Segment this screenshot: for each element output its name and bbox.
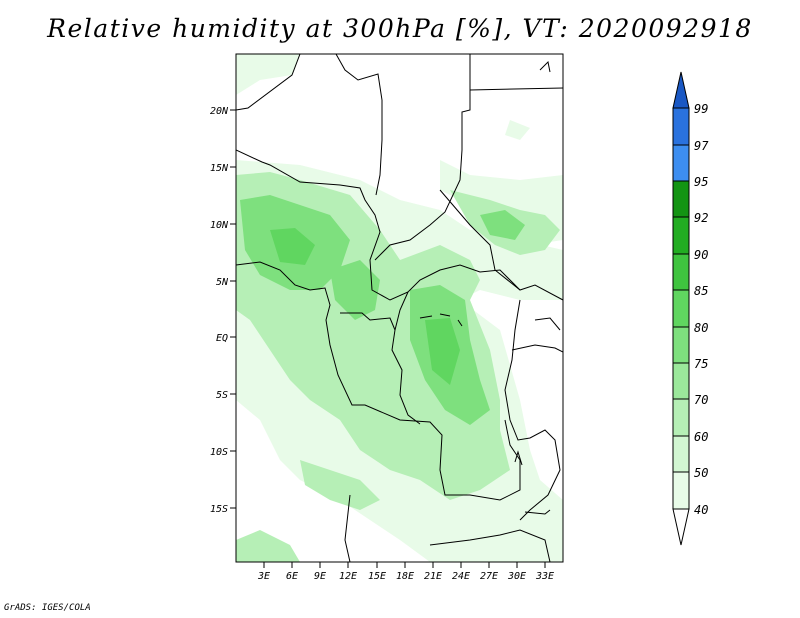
lat-label-eq: EQ — [216, 333, 228, 344]
map-panel — [235, 53, 564, 563]
colorbar-label-70: 70 — [694, 393, 708, 407]
colorbar-label-99: 99 — [694, 102, 708, 116]
colorbar-segment-97-99 — [672, 107, 690, 146]
colorbar-below-arrow — [672, 508, 690, 546]
colorbar-segment-50-60 — [672, 435, 690, 473]
colorbar-label-60: 60 — [694, 430, 708, 444]
colorbar-segment-90-92 — [672, 216, 690, 255]
lon-label-6e: 6E — [286, 571, 298, 582]
lon-label-3e: 3E — [257, 571, 270, 582]
lon-label-18e: 18E — [396, 571, 414, 582]
colorbar-label-95: 95 — [694, 175, 708, 189]
colorbar-segment-70-75 — [672, 362, 690, 400]
lat-label-15s: 15S — [210, 504, 228, 515]
colorbar-segment-85-90 — [672, 253, 690, 291]
colorbar-label-90: 90 — [694, 248, 708, 262]
colorbar-label-75: 75 — [694, 357, 708, 371]
colorbar-segment-95-97 — [672, 144, 690, 182]
lon-label-15e: 15E — [368, 571, 386, 582]
lat-label-15n: 15N — [210, 163, 229, 174]
colorbar-label-97: 97 — [694, 139, 709, 153]
colorbar-segment-40-50 — [672, 471, 690, 510]
colorbar-label-40: 40 — [694, 503, 708, 517]
lon-label-30e: 30E — [507, 571, 526, 582]
colorbar-label-50: 50 — [694, 466, 708, 480]
lon-label-12e: 12E — [339, 571, 357, 582]
lon-label-9e: 9E — [314, 571, 326, 582]
colorbar — [672, 71, 690, 546]
lat-label-10s: 10S — [210, 447, 228, 458]
colorbar-segment-80-85 — [672, 289, 690, 328]
lat-label-20n: 20N — [210, 106, 229, 117]
coastlines-borders — [236, 54, 563, 562]
colorbar-label-85: 85 — [694, 284, 708, 298]
humidity-shade-core — [270, 228, 460, 385]
colorbar-label-92: 92 — [694, 211, 708, 225]
longitude-axis: 3E 6E 9E 12E 15E 18E 21E 24E 27E 30E 33E — [257, 562, 554, 582]
lon-label-27e: 27E — [480, 571, 498, 582]
colorbar-above-arrow — [672, 71, 690, 109]
map-title: Relative humidity at 300hPa [%], VT: 202… — [47, 14, 753, 43]
lat-label-5s: 5S — [216, 390, 228, 401]
lat-label-5n: 5N — [216, 277, 229, 288]
latitude-axis: 20N 15N 10N 5N EQ 5S 10S 15S — [210, 106, 236, 515]
colorbar-segment-60-70 — [672, 398, 690, 437]
lat-label-10n: 10N — [210, 220, 229, 231]
humidity-field — [236, 54, 563, 562]
lon-label-21e: 21E — [424, 571, 442, 582]
colorbar-segment-92-95 — [672, 180, 690, 218]
grads-credit: GrADS: IGES/COLA — [4, 603, 91, 613]
colorbar-labels: 99 97 95 92 90 85 80 75 70 60 50 40 — [694, 102, 709, 517]
lon-label-33e: 33E — [535, 571, 554, 582]
lon-label-24e: 24E — [452, 571, 470, 582]
colorbar-label-80: 80 — [694, 321, 708, 335]
colorbar-segment-75-80 — [672, 326, 690, 364]
